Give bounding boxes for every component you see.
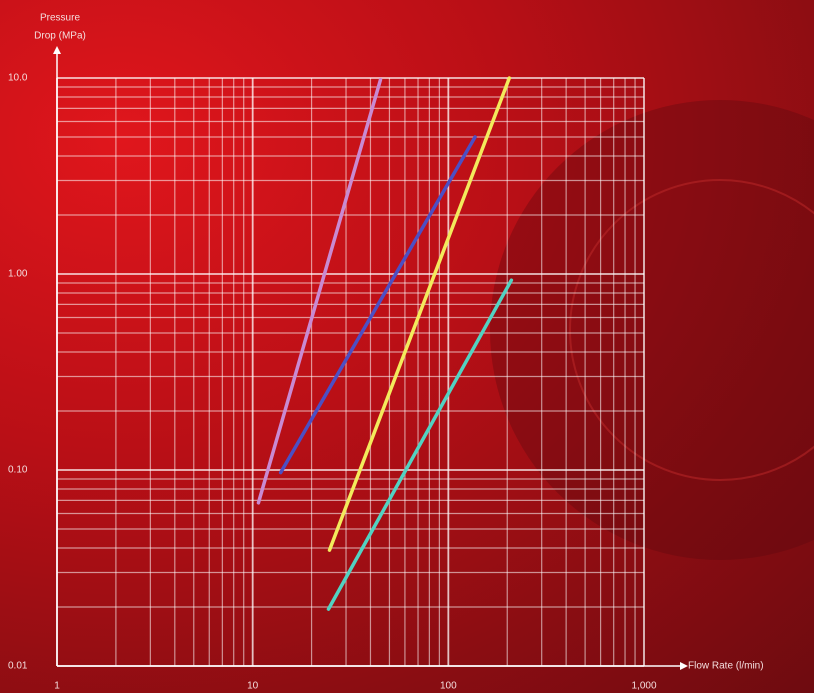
series-line [278,135,477,475]
background-shape [490,100,814,560]
x-axis-label: Flow Rate (l/min) [688,661,764,672]
background-shape [569,179,814,481]
x-tick-label: 1 [54,681,60,692]
x-tick-label: 100 [440,681,457,692]
x-tick-label: 1,000 [631,681,656,692]
series-line [327,76,512,552]
y-tick-label: 1.00 [8,269,28,280]
y-axis-label: Drop (MPa) [34,31,86,42]
series-line [326,278,514,611]
y-tick-label: 10.0 [8,73,28,84]
y-tick-label: 0.01 [8,661,28,672]
y-axis-label: Pressure [40,13,80,24]
series-line [256,77,383,505]
x-axis-arrow [680,662,688,670]
y-axis-arrow [53,46,61,54]
y-tick-label: 0.10 [8,465,28,476]
x-tick-label: 10 [247,681,259,692]
